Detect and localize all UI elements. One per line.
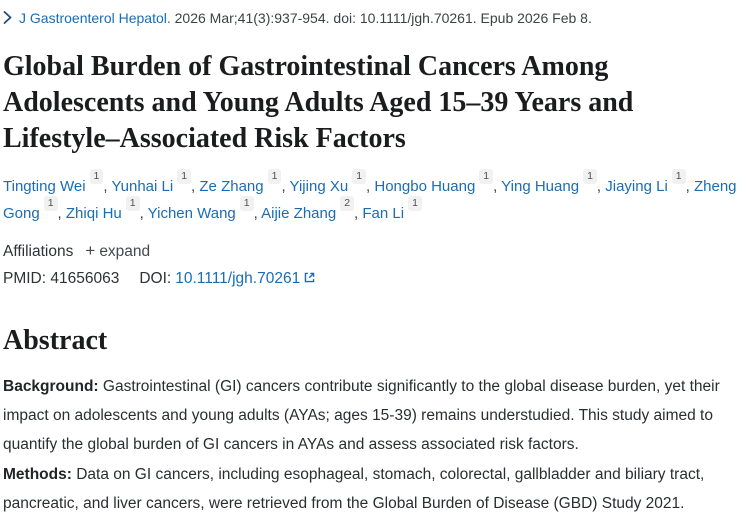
- author-affiliation-sup[interactable]: 1: [43, 196, 58, 211]
- author-link[interactable]: Hongbo Huang: [374, 178, 476, 195]
- doi-link[interactable]: 10.1111/jgh.70261: [175, 270, 301, 287]
- author-separator: ,: [57, 205, 66, 222]
- author-link[interactable]: Yichen Wang: [147, 205, 236, 222]
- author-affiliation-sup[interactable]: 1: [671, 169, 686, 184]
- author-affiliation-sup[interactable]: 2: [340, 196, 355, 211]
- journal-citation: J Gastroenterol Hepatol. 2026 Mar;41(3):…: [3, 8, 748, 29]
- author-link[interactable]: Yunhai Li: [111, 178, 174, 195]
- plus-icon: +: [85, 241, 96, 260]
- author-affiliation-sup[interactable]: 1: [408, 196, 422, 211]
- doi-group: DOI: 10.1111/jgh.70261: [139, 270, 316, 287]
- author-link[interactable]: Ying Huang: [501, 178, 580, 195]
- author-separator: ,: [139, 205, 148, 222]
- background-text: Gastrointestinal (GI) cancers contribute…: [3, 378, 720, 453]
- authors-list: Tingting Wei1, Yunhai Li1, Ze Zhang1, Yi…: [3, 169, 747, 227]
- author-separator: ,: [596, 178, 606, 195]
- affiliations-row: Affiliations + expand: [3, 241, 748, 261]
- author-separator: ,: [366, 178, 375, 195]
- abstract-paragraph-background: Background: Gastrointestinal (GI) cancer…: [3, 372, 748, 459]
- pmid-value: 41656063: [50, 270, 120, 287]
- author-affiliation-sup[interactable]: 1: [125, 196, 140, 211]
- author-separator: ,: [685, 178, 694, 195]
- citation-details: 2026 Mar;41(3):937-954. doi: 10.1111/jgh…: [174, 10, 592, 26]
- identifiers-row: PMID: 41656063 DOI: 10.1111/jgh.70261: [3, 270, 748, 289]
- author-link[interactable]: Zhiqi Hu: [65, 205, 122, 222]
- methods-label: Methods:: [3, 466, 72, 483]
- author-affiliation-sup[interactable]: 1: [479, 169, 494, 184]
- external-link-icon: [303, 271, 316, 288]
- author-separator: ,: [281, 178, 290, 195]
- author-link[interactable]: Fan Li: [362, 205, 405, 222]
- author-link[interactable]: Zheng Gong: [3, 178, 737, 222]
- author-affiliation-sup[interactable]: 1: [352, 169, 367, 184]
- author-affiliation-sup[interactable]: 1: [583, 169, 597, 184]
- author-link[interactable]: Ze Zhang: [199, 178, 264, 195]
- abstract-heading: Abstract: [3, 325, 108, 356]
- doi-label: DOI:: [139, 270, 172, 287]
- methods-text: Data on GI cancers, including esophageal…: [3, 466, 705, 512]
- author-affiliation-sup[interactable]: 1: [89, 169, 104, 184]
- expand-label: expand: [99, 243, 151, 260]
- author-affiliation-sup[interactable]: 1: [177, 169, 192, 184]
- abstract-paragraph-methods: Methods: Data on GI cancers, including e…: [3, 460, 748, 518]
- background-label: Background:: [3, 378, 99, 395]
- expand-affiliations-button[interactable]: + expand: [85, 241, 150, 261]
- author-link[interactable]: Jiaying Li: [605, 178, 668, 195]
- affiliations-label: Affiliations: [3, 243, 74, 260]
- chevron-right-icon[interactable]: [3, 9, 12, 29]
- author-separator: ,: [103, 178, 112, 195]
- author-link[interactable]: Aijie Zhang: [261, 205, 337, 222]
- author-separator: ,: [354, 205, 363, 222]
- article-title: Global Burden of Gastrointestinal Cancer…: [3, 51, 634, 154]
- journal-link[interactable]: J Gastroenterol Hepatol.: [19, 10, 171, 26]
- author-separator: ,: [493, 178, 502, 195]
- author-link[interactable]: Tingting Wei: [3, 178, 86, 195]
- author-separator: ,: [191, 178, 200, 195]
- author-affiliation-sup[interactable]: 1: [267, 169, 282, 184]
- author-link[interactable]: Yijing Xu: [289, 178, 349, 195]
- pmid-label: PMID:: [3, 270, 47, 287]
- author-affiliation-sup[interactable]: 1: [239, 196, 254, 211]
- author-separator: ,: [253, 205, 262, 222]
